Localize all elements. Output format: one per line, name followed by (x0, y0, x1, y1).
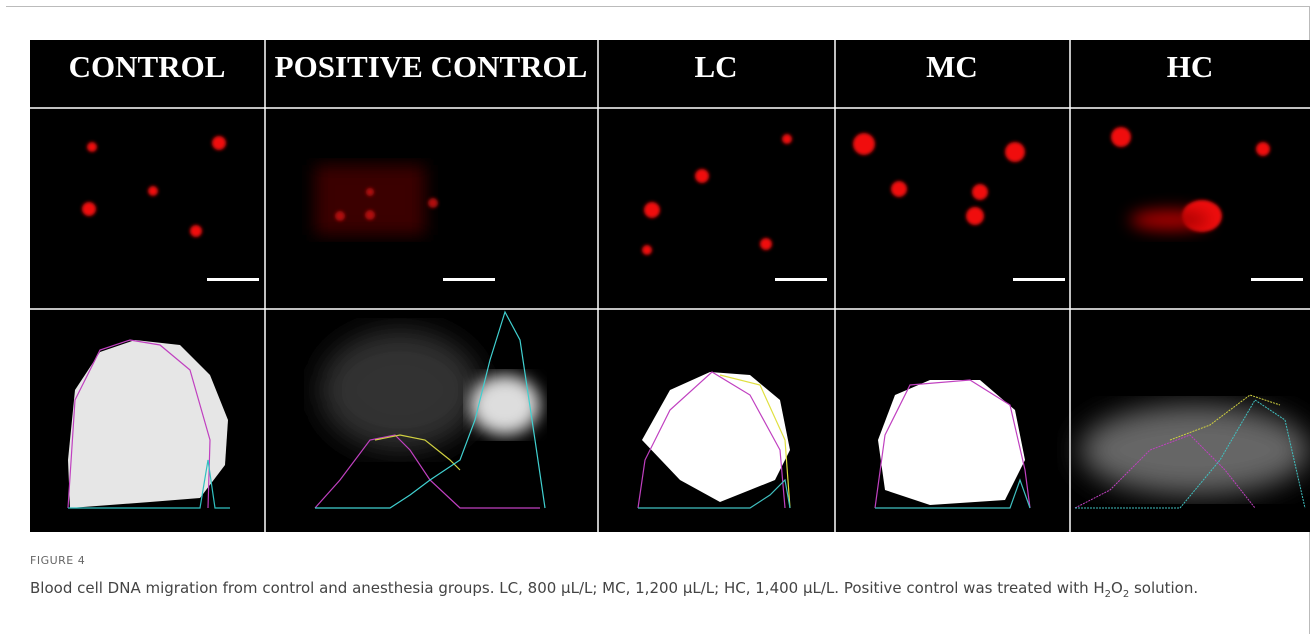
column-header: HC (1167, 49, 1214, 84)
column-header: LC (694, 49, 737, 84)
column-header: CONTROL (69, 49, 226, 84)
caption-text: solution. (1129, 579, 1198, 597)
figure-panel: CONTROL POSITIVE CONTROL LC MC HC (30, 40, 1310, 532)
figure-label: FIGURE 4 (30, 554, 85, 567)
column-header: MC (926, 49, 978, 84)
column-header: POSITIVE CONTROL (275, 49, 588, 84)
figure-caption: Blood cell DNA migration from control an… (30, 577, 1300, 606)
caption-text: O (1111, 579, 1123, 597)
caption-text: Blood cell DNA migration from control an… (30, 579, 1105, 597)
